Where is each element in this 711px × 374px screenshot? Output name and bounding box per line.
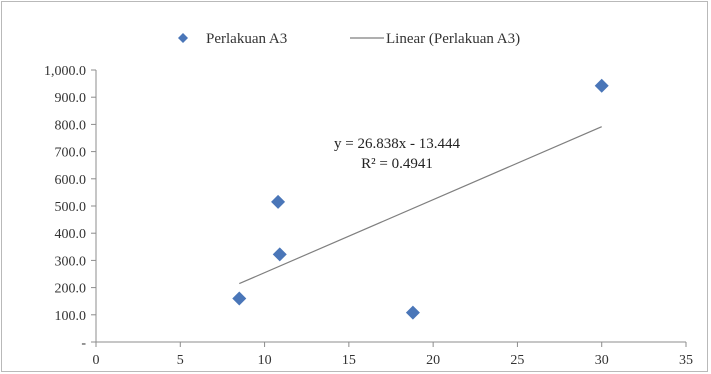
y-tick-label: 1,000.0 bbox=[44, 64, 86, 79]
data-point bbox=[271, 194, 286, 209]
y-tick-label: 900.0 bbox=[55, 91, 87, 106]
x-axis-ticks: 0 5 10 15 20 25 30 35 bbox=[93, 342, 693, 368]
legend-label-perlakuan-a3: Perlakuan A3 bbox=[206, 31, 287, 47]
data-point bbox=[594, 78, 609, 93]
x-tick-label: 35 bbox=[679, 353, 693, 368]
y-tick-label: 700.0 bbox=[55, 146, 87, 161]
y-tick-label: 500.0 bbox=[55, 200, 87, 215]
legend-marker-perlakuan-a3 bbox=[178, 33, 188, 43]
legend: Perlakuan A3 Linear (Perlakuan A3) bbox=[178, 31, 520, 47]
y-tick-label: 400.0 bbox=[55, 227, 87, 242]
legend-label-trendline: Linear (Perlakuan A3) bbox=[386, 31, 520, 47]
y-tick-label: 800.0 bbox=[55, 118, 87, 133]
trendline-group bbox=[239, 126, 602, 285]
x-tick-label: 25 bbox=[510, 353, 524, 368]
axes bbox=[95, 70, 686, 343]
y-tick-label: 100.0 bbox=[55, 309, 87, 324]
x-tick-label: 20 bbox=[426, 353, 440, 368]
y-tick-label: - bbox=[81, 336, 86, 351]
trendline-equation: y = 26.838x - 13.444 bbox=[334, 136, 460, 152]
x-tick-label: 5 bbox=[177, 353, 184, 368]
x-tick-label: 15 bbox=[342, 353, 356, 368]
trendline bbox=[239, 126, 602, 285]
y-tick-label: 600.0 bbox=[55, 173, 87, 188]
y-axis-ticks: - 100.0 200.0 300.0 400.0 500.0 600.0 700.0 800.… bbox=[44, 64, 96, 351]
trendline-r-squared: R² = 0.4941 bbox=[361, 156, 433, 172]
data-point bbox=[272, 247, 287, 262]
y-tick-label: 300.0 bbox=[55, 254, 87, 269]
data-points bbox=[232, 78, 609, 320]
data-point bbox=[232, 291, 247, 306]
x-tick-label: 0 bbox=[93, 353, 100, 368]
x-tick-label: 10 bbox=[258, 353, 272, 368]
data-point bbox=[405, 305, 420, 320]
x-tick-label: 30 bbox=[595, 353, 609, 368]
y-tick-label: 200.0 bbox=[55, 282, 87, 297]
